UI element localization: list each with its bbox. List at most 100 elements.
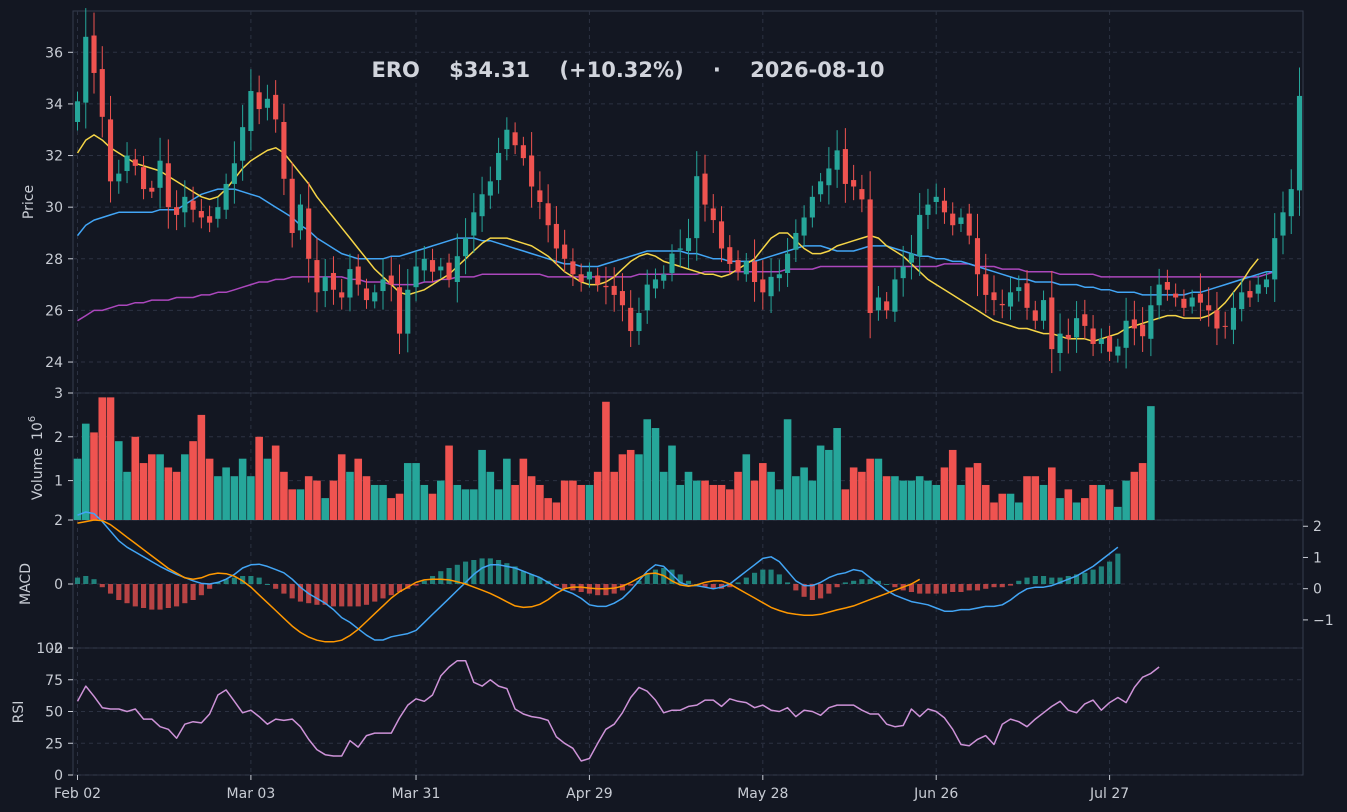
volume-bar: [313, 480, 321, 520]
candle-body: [751, 261, 758, 283]
candle-body: [99, 69, 105, 117]
volume-axis-label: Volume 106: [27, 416, 46, 500]
volume-bar: [337, 454, 346, 520]
volume-bar: [189, 441, 197, 520]
candle-body: [537, 190, 543, 202]
macd-series: [74, 511, 1121, 643]
macd-histogram-bar: [339, 584, 345, 607]
candle-body: [504, 129, 510, 150]
macd-histogram-bar: [677, 574, 683, 584]
volume-bar: [403, 463, 412, 520]
volume-bar: [1006, 493, 1015, 520]
candle-body: [363, 288, 370, 301]
volume-bar: [940, 467, 949, 520]
volume-bar: [436, 480, 445, 520]
volume-bar: [668, 445, 676, 520]
candle-body: [801, 217, 807, 236]
macd-histogram-bar: [826, 584, 832, 594]
macd-histogram-bar: [768, 569, 774, 584]
volume-bar: [948, 449, 957, 520]
macd-histogram-bar: [91, 579, 97, 584]
candle-body: [438, 266, 444, 271]
y-tick-label: 1: [54, 474, 63, 490]
volume-bar: [1047, 467, 1056, 520]
macd-histogram-bar: [537, 577, 543, 584]
rsi-axis-label: RSI: [11, 701, 27, 724]
candle-body: [174, 207, 180, 215]
volume-bar: [783, 419, 792, 520]
candle-body: [454, 256, 460, 283]
macd-histogram-bar: [479, 558, 485, 584]
candle-body: [867, 199, 873, 313]
volume-bar: [874, 458, 883, 520]
volume-bar: [511, 484, 519, 520]
candle-body: [1222, 325, 1228, 327]
volume-bar: [882, 476, 891, 520]
macd-histogram-bar: [165, 584, 171, 608]
candle-body: [314, 260, 320, 293]
y-tick-label: 3: [54, 386, 63, 402]
candle-body: [884, 301, 890, 311]
candle-body: [429, 260, 436, 272]
candle-body: [908, 253, 914, 263]
rsi-line: [76, 659, 1160, 762]
candle-body: [157, 160, 163, 188]
candle-body: [1123, 320, 1129, 348]
candle-body: [396, 287, 403, 334]
candle-body: [785, 253, 791, 273]
macd-histogram-bar: [99, 584, 105, 588]
volume-bar: [453, 484, 462, 520]
candle-body: [603, 285, 609, 288]
volume-bar: [73, 458, 82, 520]
macd-histogram-bar: [174, 584, 180, 607]
volume-bar: [412, 463, 420, 520]
candle-body: [74, 101, 81, 122]
ma-slow-line: [77, 263, 1275, 322]
candle-body: [619, 291, 626, 306]
volume-bar: [329, 480, 338, 520]
volume-bar: [899, 480, 907, 520]
macd-histogram-bar: [215, 582, 221, 584]
volume-bar: [709, 484, 718, 520]
macd-histogram-bar: [289, 584, 295, 599]
macd-histogram-bar: [958, 584, 964, 592]
candle-body: [512, 132, 518, 146]
volume-bar: [1130, 471, 1139, 520]
volume-bar: [990, 502, 998, 520]
rsi-series: [76, 659, 1160, 762]
y-tick-label: 2: [54, 513, 63, 529]
volume-bar: [1014, 502, 1023, 520]
x-tick-label: May 28: [737, 786, 788, 802]
volume-bar: [1122, 480, 1130, 520]
candle-body: [1164, 282, 1170, 290]
macd-histogram-bar: [372, 584, 378, 602]
candle-body: [842, 149, 848, 184]
macd-histogram-bar: [297, 584, 303, 602]
price-axis-label: Price: [21, 185, 37, 219]
volume-bar: [370, 484, 379, 520]
macd-histogram-bar: [314, 584, 320, 605]
candle-body: [289, 178, 295, 233]
macd-histogram-bar: [207, 584, 213, 589]
volume-bar: [800, 467, 808, 520]
candle-body: [182, 196, 188, 213]
candle-body: [966, 213, 972, 236]
volume-bar: [271, 445, 280, 520]
macd-histogram-bar: [231, 577, 237, 584]
volume-bar: [486, 471, 495, 520]
candle-body: [1214, 310, 1220, 329]
volume-bar: [304, 476, 313, 520]
volume-bar: [90, 432, 98, 520]
volume-bar: [164, 467, 173, 520]
ma-mid-line: [76, 188, 1275, 296]
volume-bar: [1097, 484, 1106, 520]
macd-histogram-bar: [1074, 574, 1080, 584]
candle-body: [281, 121, 287, 179]
volume-bar: [527, 476, 536, 520]
candle-body: [388, 275, 394, 285]
candle-body: [355, 266, 361, 285]
candle-body: [735, 260, 741, 272]
macd-histogram-bar: [1090, 569, 1096, 584]
y-tick-label-right: −1: [1313, 613, 1334, 629]
macd-histogram-bar: [248, 576, 254, 584]
